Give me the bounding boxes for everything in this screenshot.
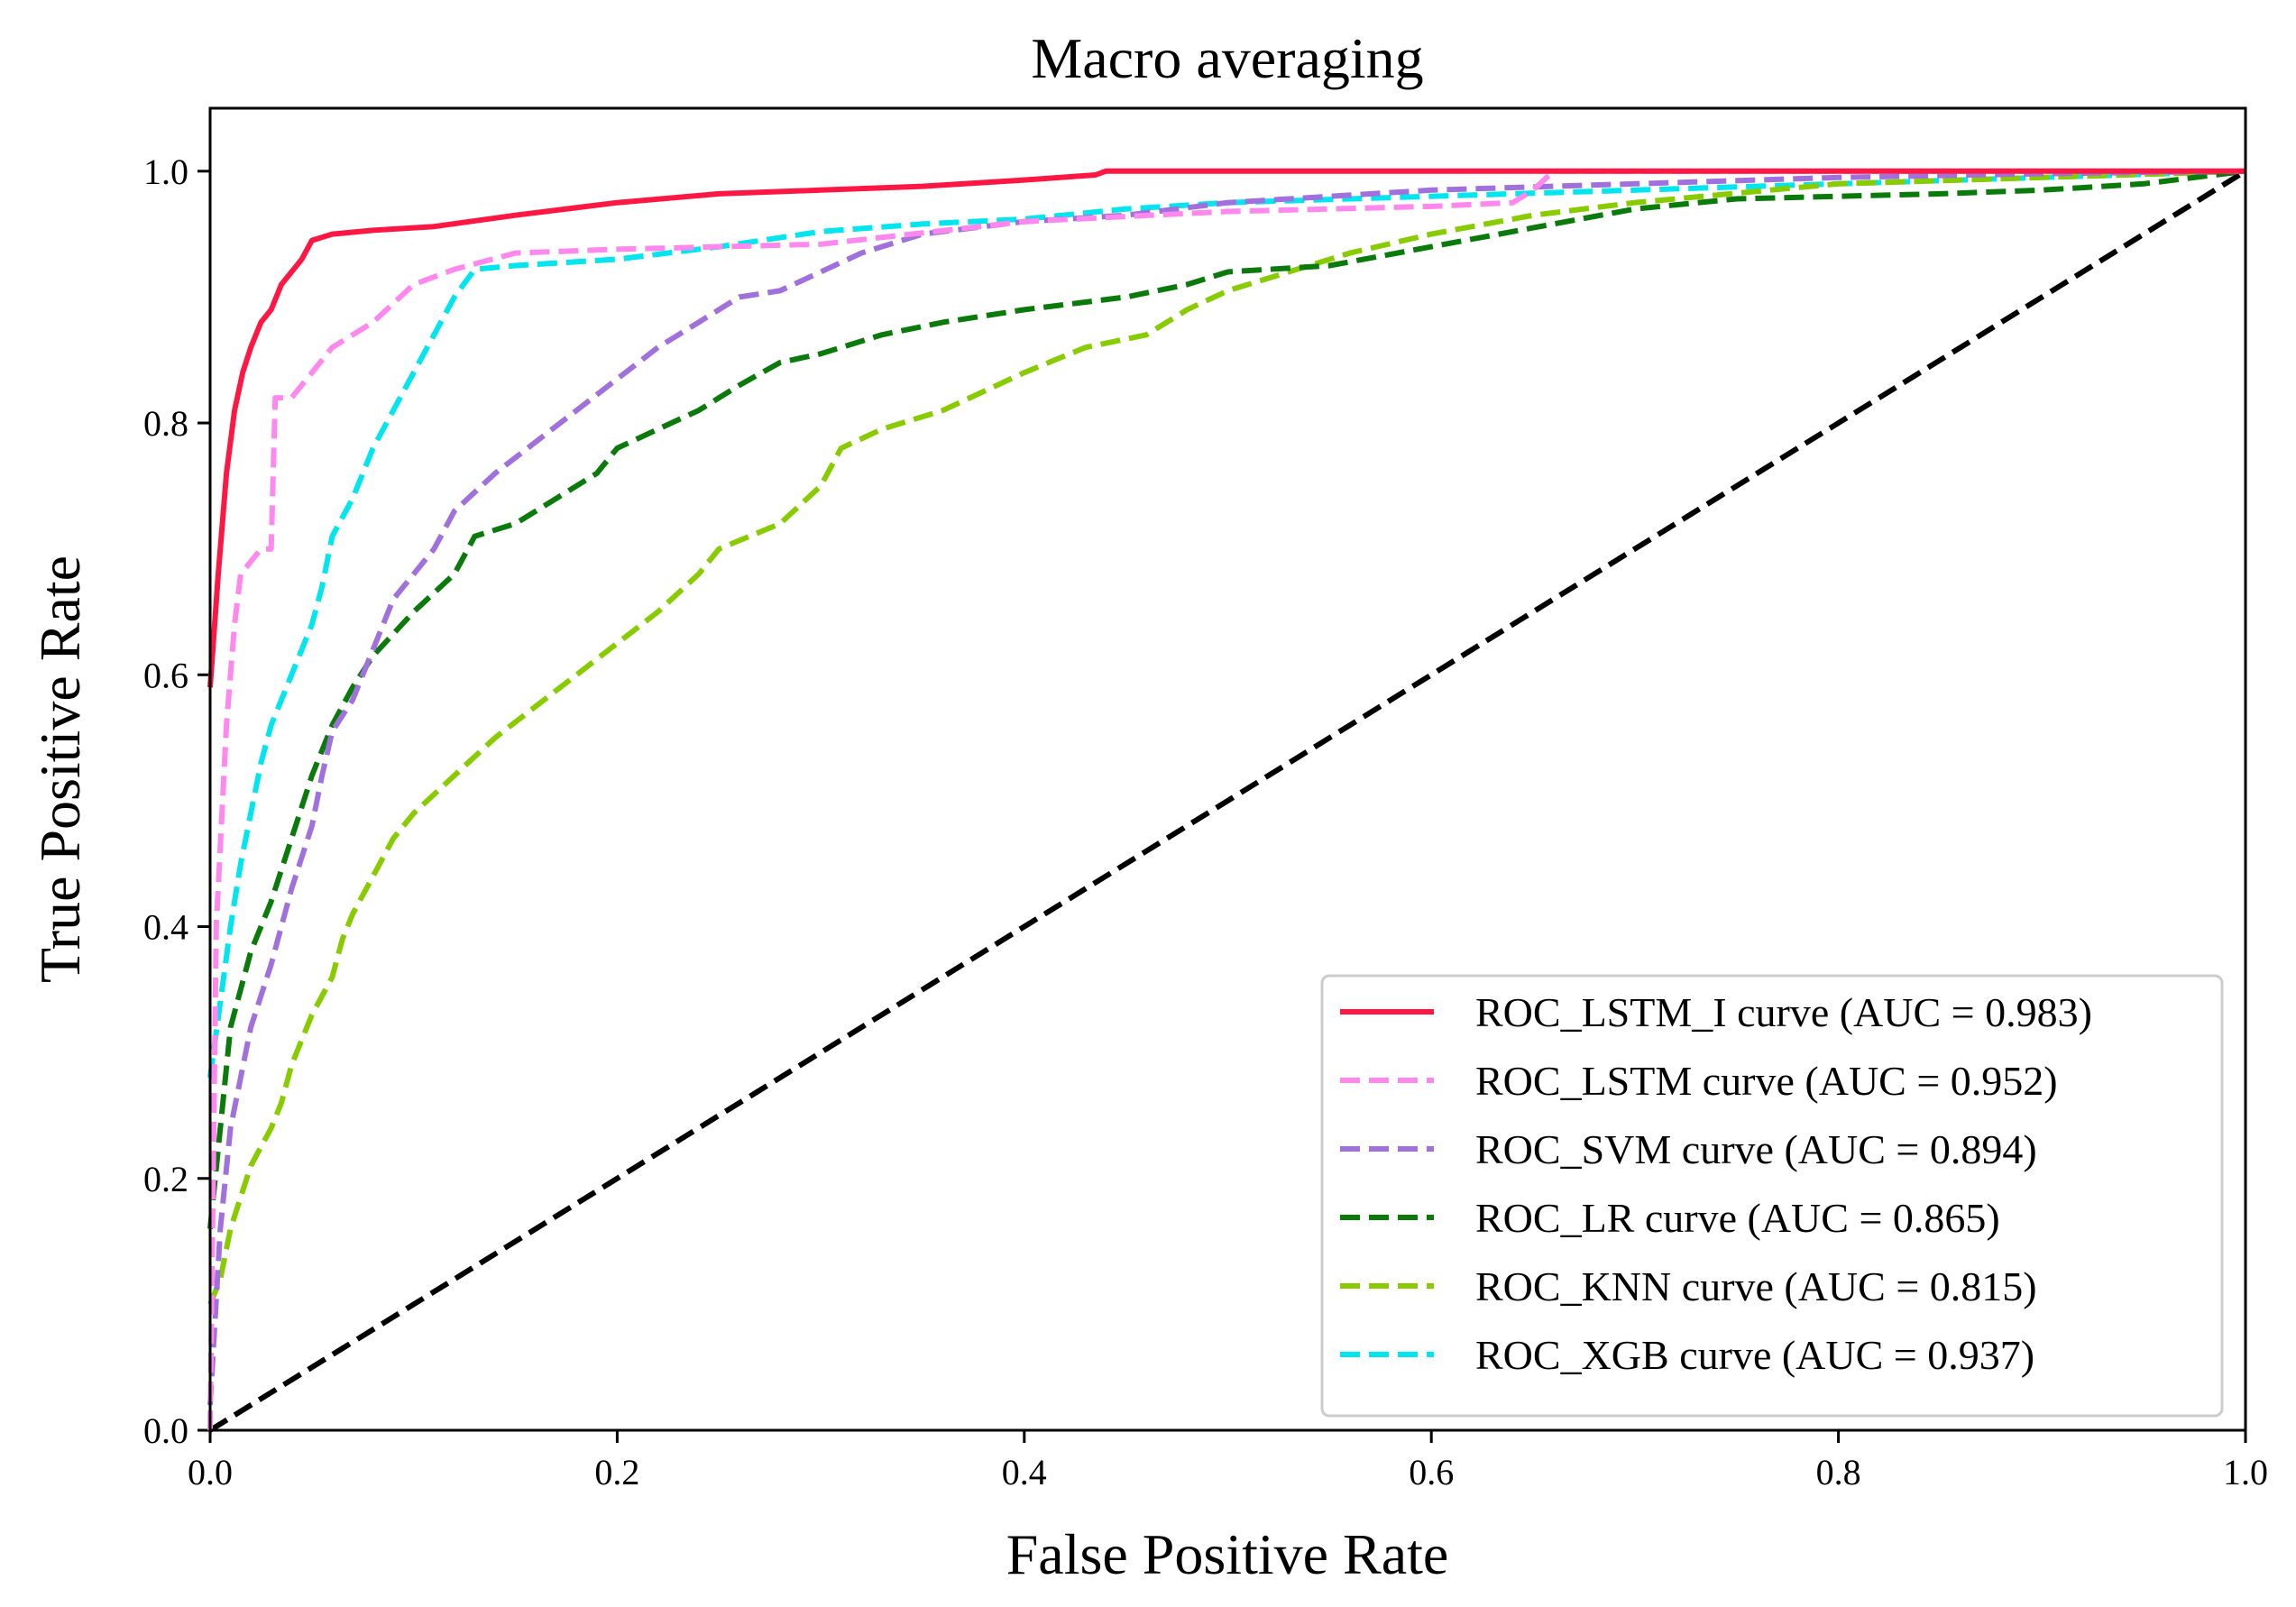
legend-entry-label: ROC_KNN curve (AUC = 0.815)	[1475, 1263, 2037, 1309]
axis-ticks: 0.0 0.2 0.4 0.6 0.8 1.0 0.0 0.2 0.4 0.6 0.8 1.0	[143, 152, 2268, 1492]
legend-entry-label: ROC_SVM curve (AUC = 0.894)	[1475, 1126, 2037, 1172]
series-line-roc-lstm-i	[207, 168, 2245, 688]
series-line-roc-xgb	[207, 168, 2246, 1079]
legend: ROC_LSTM_I curve (AUC = 0.983) ROC_LSTM c…	[1320, 974, 2224, 1418]
y-tick-label: 1.0	[143, 152, 188, 192]
legend-box	[1320, 974, 2224, 1418]
legend-entry-label: ROC_XGB curve (AUC = 0.937)	[1475, 1332, 2034, 1378]
chart-title: Macro averaging	[1031, 26, 1423, 90]
x-tick-label: 0.2	[594, 1452, 639, 1492]
series-line-roc-svm	[207, 168, 2246, 1406]
x-axis-label: False Positive Rate	[1006, 1522, 1449, 1586]
legend-entry-label: ROC_LSTM_I curve (AUC = 0.983)	[1475, 989, 2092, 1035]
series-line-roc-lr	[207, 168, 2246, 1229]
x-tick-label: 1.0	[2223, 1452, 2268, 1492]
x-tick-label: 0.6	[1409, 1452, 1454, 1492]
series-line-roc-knn	[207, 168, 2246, 1306]
chance-diagonal-line	[208, 169, 2247, 1433]
series-line-roc-lstm	[207, 168, 2245, 1431]
legend-entry-label: ROC_LR curve (AUC = 0.865)	[1475, 1195, 2000, 1241]
y-tick-label: 0.4	[143, 907, 188, 948]
legend-entry-label: ROC_LSTM curve (AUC = 0.952)	[1475, 1058, 2058, 1104]
y-tick-label: 0.2	[143, 1159, 188, 1199]
y-tick-label: 0.8	[143, 403, 188, 444]
y-axis-label: True Positive Rate	[28, 556, 92, 983]
y-tick-label: 0.0	[143, 1410, 188, 1451]
plot-frame	[208, 106, 2247, 1432]
series-layer	[207, 168, 2247, 1433]
y-tick-label: 0.6	[143, 655, 188, 695]
x-tick-label: 0.8	[1816, 1452, 1861, 1492]
x-tick-label: 0.0	[188, 1452, 233, 1492]
x-tick-label: 0.4	[1002, 1452, 1047, 1492]
